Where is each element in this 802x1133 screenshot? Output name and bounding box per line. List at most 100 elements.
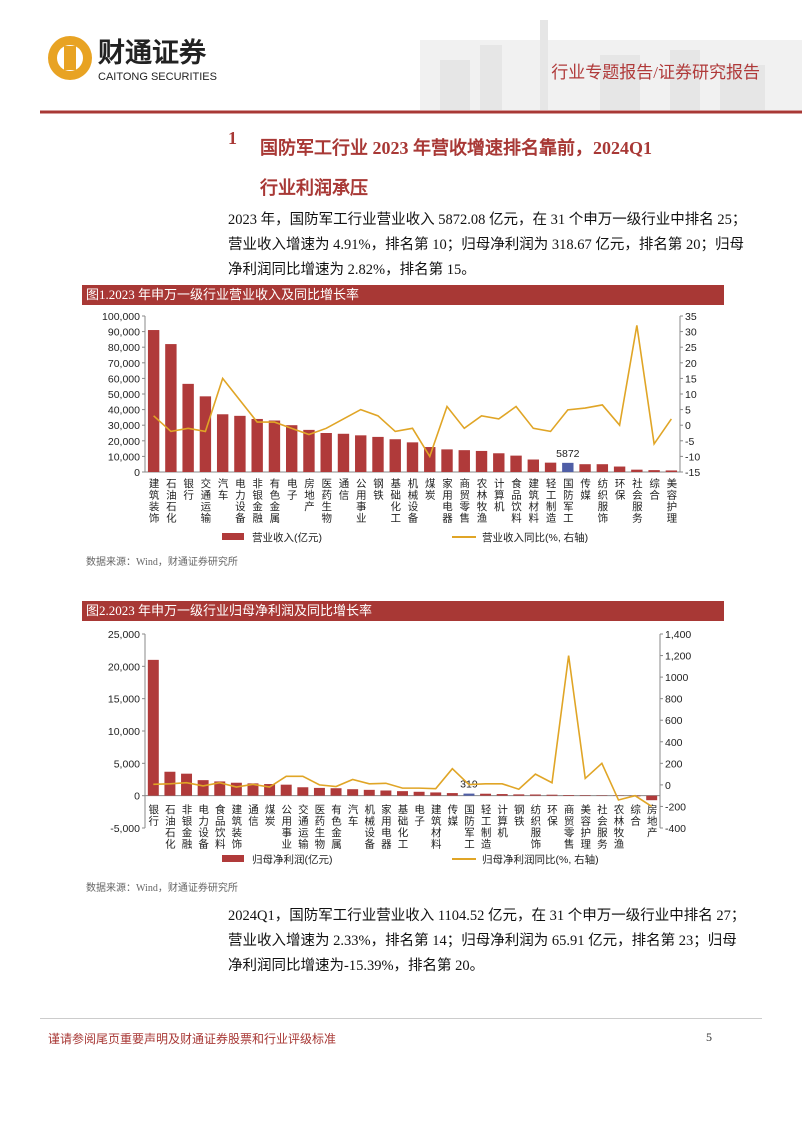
- brand-cn: 财通证券: [98, 37, 207, 68]
- tick-label: 600: [665, 715, 683, 727]
- footer-disclaimer: 谨请参阅尾页重要声明及财通证券股票和行业评级标准: [48, 1032, 337, 1046]
- x-tick-label: 美容护理: [665, 477, 677, 524]
- bar: [181, 773, 193, 796]
- bar: [613, 466, 626, 472]
- bar: [320, 433, 332, 472]
- tick-label: 50,000: [108, 389, 140, 401]
- text-line: 营业收入增速为 4.91%，排名第 10；归母净利润为 318.67 亿元，排名…: [228, 237, 744, 253]
- x-tick-label: 美容护理: [579, 803, 591, 850]
- x-tick-label: 汽车: [217, 477, 229, 501]
- tick-label: 1,200: [665, 651, 691, 663]
- figure-title: 图2.2023 年申万一级行业归母净利润及同比增长率: [82, 601, 724, 621]
- x-tick-label: 非银金融: [251, 478, 263, 524]
- bar: [493, 453, 505, 472]
- bar: [337, 433, 350, 472]
- x-tick-label: 煤炭: [424, 477, 436, 501]
- x-tick-label: 计算机: [496, 803, 508, 838]
- tick-label: 20,000: [108, 436, 140, 448]
- section-title: 国防军工行业 2023 年营收增速排名靠前，2024Q1 行业利润承压: [260, 128, 652, 208]
- bar: [544, 462, 557, 472]
- bar: [527, 459, 540, 472]
- bar: [230, 782, 242, 796]
- x-tick-label: 商贸零售: [563, 803, 575, 850]
- x-tick-label: 房地产: [646, 803, 658, 838]
- x-tick-label: 钢铁: [513, 803, 525, 827]
- bar: [475, 450, 488, 472]
- bar: [380, 790, 392, 796]
- x-tick-label: 医药生物: [320, 478, 332, 524]
- bar: [458, 450, 470, 472]
- x-tick-label: 国防军工: [463, 804, 475, 850]
- bar: [372, 436, 384, 472]
- tick-label: 40,000: [108, 405, 140, 417]
- x-tick-label: 医药生物: [313, 804, 325, 850]
- x-tick-label: 公用事业: [355, 478, 367, 524]
- tick-label: 10,000: [108, 726, 140, 738]
- chart: 0 10,000 20,000 30,000 40,000 50,000 60,000 70,…: [102, 311, 700, 544]
- skyline: [440, 20, 765, 110]
- x-tick-label: 社会服务: [596, 803, 608, 850]
- x-tick-label: 机械设备: [407, 477, 419, 524]
- tick-label: 5: [685, 405, 691, 417]
- tick-label: 400: [665, 737, 683, 749]
- source: 数据来源：Wind，财通证券研究所: [86, 557, 238, 568]
- x-tick-label: 环保: [546, 804, 558, 827]
- bar: [413, 791, 425, 796]
- bar: [646, 795, 658, 801]
- tick-label: 20,000: [108, 661, 140, 673]
- bar: [303, 429, 315, 472]
- paragraph: 2023 年，国防军工行业营业收入 5872.08 亿元，在 31 个申万一级行…: [228, 208, 746, 283]
- value-label: 5872: [556, 448, 580, 460]
- tick-label: 5,000: [114, 758, 140, 770]
- x-tick-label: 基础化工: [397, 803, 409, 850]
- x-tick-label: 基础化工: [389, 477, 401, 524]
- x-tick-label: 交通运输: [297, 803, 309, 850]
- text-line: 2024Q1，国防军工行业营业收入 1104.52 亿元，在 31 个申万一级行…: [228, 908, 746, 924]
- bar: [147, 659, 159, 796]
- tick-label: 10,000: [108, 451, 140, 463]
- text-line: 净利润同比增速为 2.82%，排名第 15。: [228, 262, 476, 278]
- x-tick-label: 综合: [648, 477, 660, 501]
- bar: [496, 794, 508, 796]
- report-type: 行业专题报告/证券研究报告: [551, 63, 760, 82]
- bar: [397, 791, 408, 796]
- bar: [251, 418, 263, 472]
- bar: [216, 414, 229, 472]
- x-tick-label: 食品饮料: [510, 477, 522, 524]
- x-tick-label: 纺织服饰: [596, 477, 608, 524]
- x-tick-label: 银行: [147, 803, 159, 827]
- bar: [313, 787, 325, 796]
- x-tick-label: 石油石化: [164, 804, 176, 850]
- bar: [389, 439, 401, 472]
- x-tick-label: 钢铁: [372, 477, 384, 501]
- bar: [665, 470, 678, 472]
- tick-label: -15: [685, 467, 700, 479]
- bar: [247, 783, 259, 796]
- bar: [347, 789, 359, 796]
- x-tick-label: 银行: [182, 477, 194, 501]
- bar: [579, 795, 591, 796]
- x-tick-label: 计算机: [493, 477, 505, 512]
- line-series: [153, 655, 653, 808]
- bar: [562, 462, 574, 472]
- x-tick-label: 煤炭: [264, 803, 276, 827]
- tick-label: 1000: [665, 672, 689, 684]
- section-title-line: 行业利润承压: [260, 178, 368, 198]
- bar: [529, 794, 541, 796]
- x-tick-label: 建筑装饰: [230, 803, 242, 850]
- bar: [513, 794, 525, 796]
- source: 数据来源：Wind，财通证券研究所: [86, 883, 238, 894]
- bar: [463, 793, 475, 796]
- text-line: 营业收入增速为 2.33%，排名第 14；归母净利润为 65.91 亿元，排名第…: [228, 933, 737, 949]
- tick-label: 800: [665, 694, 683, 706]
- legend-swatch: [222, 855, 244, 862]
- x-tick-label: 传媒: [579, 478, 591, 501]
- x-tick-label: 食品饮料: [214, 803, 226, 850]
- tick-label: 25: [685, 342, 697, 354]
- bar: [579, 464, 591, 472]
- tick-label: -5: [685, 436, 694, 448]
- x-tick-label: 家用电器: [441, 477, 453, 524]
- page-number: 5: [706, 1030, 712, 1044]
- x-tick-label: 传媒: [446, 804, 458, 827]
- legend-label: 营业收入同比(%, 右轴): [482, 531, 588, 544]
